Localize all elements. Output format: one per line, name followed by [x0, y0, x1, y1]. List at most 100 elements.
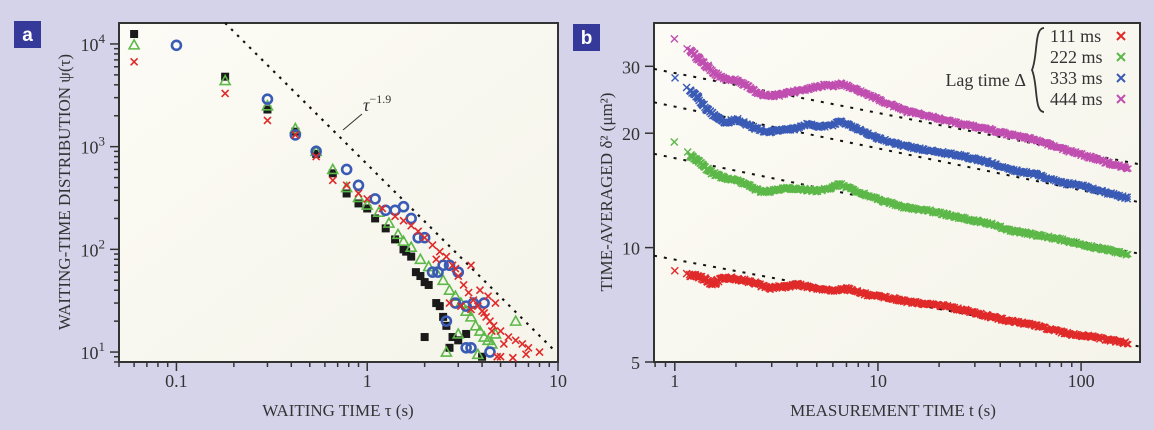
data-point [288, 121, 302, 134]
panel-b-badge-label: b [581, 28, 593, 49]
panel-b-badge [573, 24, 600, 51]
data-point [326, 162, 340, 175]
data-point [475, 286, 485, 295]
data-point [397, 234, 410, 247]
panel-b-y-axis-title: TIME-AVERAGED δ² (μm²) [597, 93, 616, 292]
legend-entry-label: 333 ms [1050, 68, 1103, 88]
panel-a-plot-area [118, 22, 559, 363]
data-point [426, 266, 439, 278]
data-point [509, 314, 523, 326]
data-point [391, 227, 405, 240]
data-point [1124, 165, 1132, 173]
data-point [464, 288, 473, 297]
data-point [451, 327, 465, 339]
data-point [454, 271, 463, 281]
data-point [354, 199, 363, 208]
panel-a-y-axis-title: WAITING-TIME DISTRIBUTION ψ(τ) [55, 54, 74, 330]
panel-b-axes: 1 10 100 5 10 20 30 [622, 57, 1095, 391]
data-point [484, 346, 496, 358]
data-point [442, 252, 451, 261]
fit-line-222ms [653, 152, 1141, 255]
data-point [221, 89, 230, 98]
power-law-guide [224, 22, 555, 351]
data-point [420, 278, 429, 287]
panel-a-x-axis-title: WAITING TIME τ (s) [262, 401, 413, 420]
data-point [504, 332, 513, 342]
data-point [369, 193, 381, 205]
x-tick-label: 10 [869, 371, 887, 391]
y-tick-label: 101 [81, 339, 106, 363]
data-point [471, 347, 485, 360]
data-point [291, 130, 300, 140]
panel-a-guide-line [224, 22, 555, 351]
data-point [443, 259, 456, 272]
data-point [412, 231, 424, 244]
data-point [692, 55, 701, 64]
data-point [435, 302, 444, 311]
data-point [473, 324, 487, 336]
series-333ms [671, 73, 1132, 203]
data-point [328, 176, 337, 185]
panel-a-badge [14, 21, 41, 48]
data-point [493, 352, 502, 361]
data-point [360, 198, 374, 210]
data-point [464, 310, 478, 322]
annotation-pointer [342, 113, 363, 131]
data-point [127, 38, 141, 50]
panel-b-x-axis-title: MEASUREMENT TIME t (s) [790, 401, 996, 420]
data-point [428, 241, 437, 250]
panel-a: a 0.1 1 10 101 102 103 104 τ−1.9 WAITING TIME … [14, 21, 567, 420]
data-point [354, 189, 363, 198]
data-point [261, 99, 274, 111]
data-point [489, 321, 498, 330]
data-point [518, 339, 527, 348]
data-point [466, 305, 476, 314]
data-point [443, 283, 456, 296]
data-point [263, 116, 272, 125]
data-point [399, 216, 408, 225]
data-point [465, 341, 477, 354]
data-point [451, 264, 460, 273]
legend-marker-cross-icon [1116, 94, 1126, 104]
data-point [391, 212, 400, 221]
data-point [445, 343, 454, 352]
data-point [437, 259, 449, 272]
data-point [312, 152, 321, 161]
legend-marker-cross-icon [1116, 31, 1126, 41]
data-point [508, 353, 517, 362]
data-point [432, 255, 441, 264]
data-point [420, 233, 429, 242]
series-111ms [670, 266, 1132, 348]
data-point [1124, 250, 1132, 258]
data-point [445, 298, 454, 308]
data-point [466, 261, 476, 270]
data-point [363, 194, 372, 203]
legend-entry-label: 444 ms [1050, 89, 1103, 109]
x-tick-label: 1 [670, 371, 679, 391]
data-point [381, 224, 390, 233]
data-point [436, 273, 450, 286]
data-point [261, 93, 274, 105]
x-tick-label: 0.1 [165, 371, 188, 391]
panel-a-axes: 0.1 1 10 101 102 103 104 [81, 31, 568, 391]
data-point [496, 327, 505, 336]
data-point [478, 297, 490, 309]
legend-brace [1031, 27, 1045, 113]
data-point [170, 39, 183, 52]
data-point [289, 129, 302, 141]
data-point [1124, 193, 1132, 201]
data-point [460, 341, 472, 354]
data-point [449, 297, 462, 309]
data-point [414, 252, 427, 265]
x-tick-label: 1 [363, 371, 372, 391]
y-tick-label: 30 [622, 57, 640, 77]
data-point [1124, 195, 1132, 203]
y-tick-label: 10 [622, 239, 640, 259]
data-point [411, 268, 420, 277]
data-point [404, 240, 418, 252]
data-point [469, 296, 478, 305]
data-point [484, 292, 493, 301]
y-tick-label: 102 [81, 236, 106, 260]
data-point [456, 302, 466, 311]
